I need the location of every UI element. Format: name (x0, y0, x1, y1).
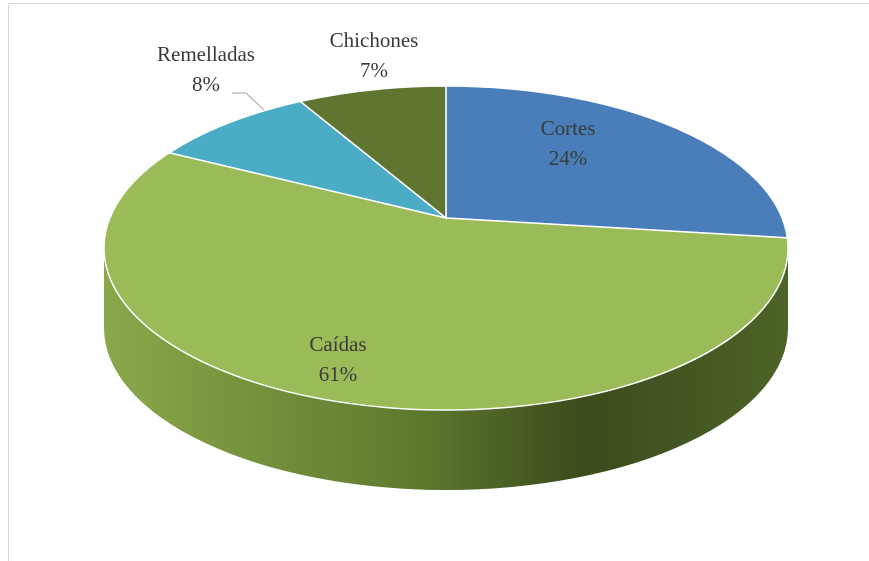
pie-slice (445, 85, 789, 239)
leader-line (232, 92, 265, 111)
value-label: 7% (360, 58, 388, 82)
category-label: Chichones (330, 28, 419, 52)
value-label: 8% (192, 72, 220, 96)
value-label: 61% (319, 362, 358, 386)
pie-slice (298, 85, 447, 220)
pie (103, 85, 789, 490)
pie-side (104, 248, 788, 490)
pie-slice (167, 100, 447, 219)
chart-frame (8, 3, 869, 561)
value-label: 24% (549, 146, 588, 170)
labels: Cortes 24% Caídas 61% Remelladas 8% Chichones 7… (157, 28, 595, 386)
pie-slice (103, 151, 789, 411)
category-label: Caídas (309, 332, 366, 356)
category-label: Cortes (541, 116, 596, 140)
category-label: Remelladas (157, 42, 255, 66)
